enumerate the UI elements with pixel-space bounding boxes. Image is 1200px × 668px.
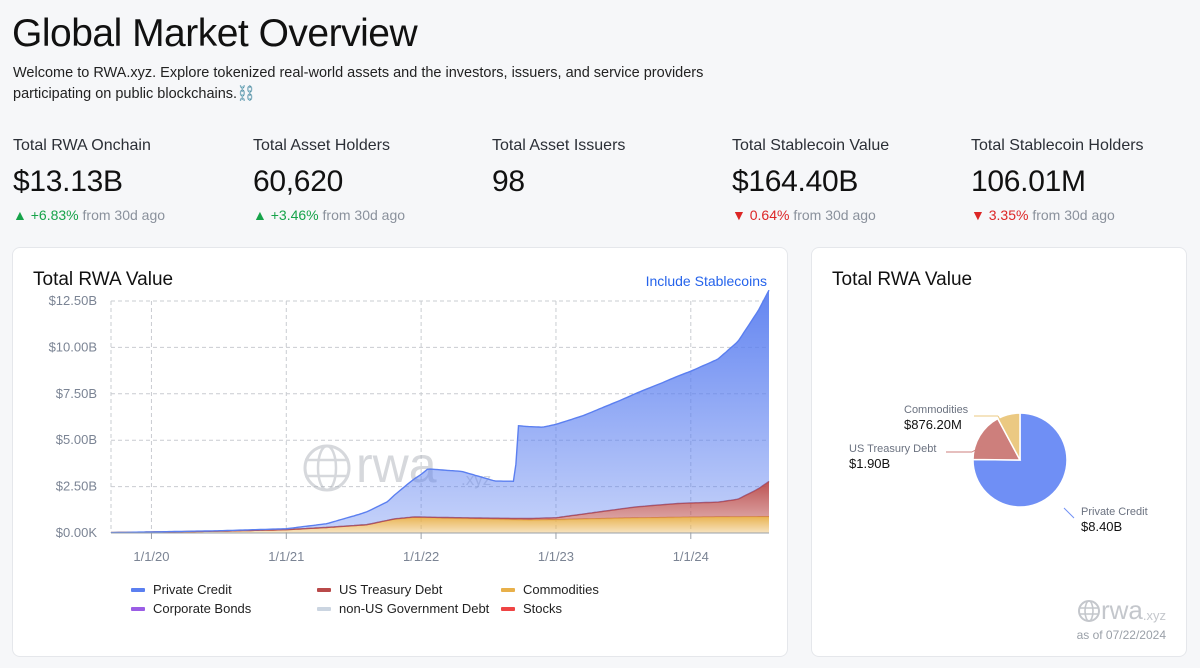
legend-swatch <box>131 606 145 611</box>
pie-slice-us-treasury-debt[interactable] <box>972 417 1022 461</box>
change-percent: 3.35% <box>988 207 1029 223</box>
change-suffix: from 30d ago <box>322 207 406 223</box>
page-intro: Welcome to RWA.xyz. Explore tokenized re… <box>13 65 704 102</box>
pie-chart: Commodities $876.20M US Treasury Debt $1… <box>849 404 1148 534</box>
x-tick-label: 1/1/22 <box>403 549 439 564</box>
stat-total-asset-holders: Total Asset Holders 60,620 ▲ +3.46% from… <box>253 137 483 223</box>
rwa-value-chart-card: Total RWA Value Include Stablecoins rwa … <box>12 247 788 657</box>
series <box>110 289 770 534</box>
y-tick-label: $12.50B <box>49 293 97 308</box>
card-title: Total RWA Value <box>832 269 973 290</box>
stat-value: 60,620 <box>253 165 343 198</box>
stat-label: Total Stablecoin Value <box>732 137 890 154</box>
pie-value-us-treasury-debt: $1.90B <box>849 456 890 471</box>
x-tick-label: 1/1/21 <box>268 549 304 564</box>
legend-swatch <box>501 587 515 592</box>
stat-change: ▼ 3.35% from 30d ago <box>971 207 1200 223</box>
stat-change: ▲ +3.46% from 30d ago <box>253 207 483 223</box>
pie-label-us-treasury-debt: US Treasury Debt <box>849 443 936 455</box>
legend-item-corporate-bonds[interactable]: Corporate Bonds <box>131 601 251 616</box>
rwa-logo-text: rwa <box>1100 595 1143 625</box>
legend-item-private-credit[interactable]: Private Credit <box>131 582 232 597</box>
stat-label: Total Asset Holders <box>253 137 390 154</box>
include-stablecoins-toggle[interactable]: Include Stablecoins <box>645 273 767 289</box>
globe-icon <box>303 444 351 492</box>
stat-total-rwa-onchain: Total RWA Onchain $13.13B ▲ +6.83% from … <box>13 137 243 223</box>
change-percent: 0.64% <box>749 207 790 223</box>
stat-value: $13.13B <box>13 165 123 198</box>
change-suffix: from 30d ago <box>793 207 876 223</box>
rwa-footer-mark: rwa .xyz as of 07/22/2024 <box>1077 595 1166 642</box>
y-tick-label: $5.00B <box>56 432 97 447</box>
area-private-credit[interactable] <box>111 290 769 533</box>
stat-total-stablecoin-value: Total Stablecoin Value $164.40B ▼ 0.64% … <box>732 137 962 223</box>
legend-label: Stocks <box>523 601 563 616</box>
legend-label: US Treasury Debt <box>339 582 443 597</box>
pie-value-commodities: $876.20M <box>904 417 962 432</box>
arrow-up-icon: ▲ <box>253 207 267 223</box>
x-tick-label: 1/1/24 <box>673 549 709 564</box>
pie-value-private-credit: $8.40B <box>1081 519 1122 534</box>
pie-slice-private-credit[interactable] <box>972 412 1068 508</box>
area-chart: rwa .xyz $0.00K$2.50B$5.00B$7.50B$10.00B… <box>49 289 770 564</box>
legend-label: Corporate Bonds <box>153 601 252 616</box>
rwa-value-pie-card: Total RWA Value Commodities $876.20M US … <box>811 247 1187 657</box>
rwa-logo-suffix: .xyz <box>1142 608 1166 623</box>
legend-item-stocks[interactable]: Stocks <box>501 601 562 616</box>
rwa-logo: rwa .xyz <box>1077 595 1166 626</box>
leader-line-commodities <box>997 415 1009 435</box>
x-tick-label: 1/1/23 <box>538 549 574 564</box>
arrow-up-icon: ▲ <box>13 207 27 223</box>
legend-swatch <box>131 587 145 592</box>
area-commodities[interactable] <box>111 516 769 533</box>
stat-total-stablecoin-holders: Total Stablecoin Holders 106.01M ▼ 3.35%… <box>971 137 1200 223</box>
axes: $0.00K $2.50B $5.00B $7.50B $10.00B $12.50B 1/… <box>49 293 769 564</box>
globe-meridian <box>316 444 338 492</box>
arrow-down-icon: ▼ <box>971 207 985 223</box>
change-suffix: from 30d ago <box>1032 207 1115 223</box>
legend-swatch <box>317 606 331 611</box>
line-private-credit <box>110 289 770 534</box>
stat-change: ▲ +6.83% from 30d ago <box>13 207 243 223</box>
stat-label: Total RWA Onchain <box>13 137 151 154</box>
legend-item-us-treasury-debt[interactable]: US Treasury Debt <box>317 582 442 597</box>
legend-label: non-US Government Debt <box>339 601 490 616</box>
leader-line-us-treasury <box>971 444 985 453</box>
stats-row: Total RWA Onchain $13.13B ▲ +6.83% from … <box>13 137 1200 227</box>
stat-value: 98 <box>492 165 525 198</box>
stat-label: Total Asset Issuers <box>492 137 626 154</box>
leader-line-private-credit <box>1063 507 1075 519</box>
stat-label: Total Stablecoin Holders <box>971 137 1144 154</box>
globe-icon <box>1077 599 1100 622</box>
stat-value: 106.01M <box>971 165 1086 198</box>
legend-label: Commodities <box>523 582 599 597</box>
x-tick-label: 1/1/20 <box>133 549 169 564</box>
change-percent: +3.46% <box>270 207 319 223</box>
as-of-date: as of 07/22/2024 <box>1076 628 1166 642</box>
pie-labels: Commodities $876.20M US Treasury Debt $1… <box>849 404 1148 534</box>
card-title: Total RWA Value <box>33 269 174 290</box>
page-title: Global Market Overview <box>12 12 418 55</box>
change-suffix: from 30d ago <box>82 207 166 223</box>
y-tick-label: $0.00K <box>56 525 98 540</box>
y-tick-label: $7.50B <box>56 386 97 401</box>
stat-value: $164.40B <box>732 165 859 198</box>
stat-change: ▼ 0.64% from 30d ago <box>732 207 962 223</box>
pie-slices <box>972 412 1068 508</box>
legend-label: Private Credit <box>153 582 232 597</box>
y-tick-label: $2.50B <box>56 479 97 494</box>
change-percent: +6.83% <box>30 207 79 223</box>
legend-item-non-us-government-debt[interactable]: non-US Government Debt <box>317 601 489 616</box>
y-tick-label: $10.00B <box>49 339 97 354</box>
legend-item-commodities[interactable]: Commodities <box>501 582 599 597</box>
legend-swatch <box>317 587 331 592</box>
stat-total-asset-issuers: Total Asset Issuers 98 <box>492 137 722 199</box>
pie-label-private-credit: Private Credit <box>1081 506 1148 518</box>
pie-label-commodities: Commodities <box>904 404 969 416</box>
arrow-down-icon: ▼ <box>732 207 746 223</box>
legend-swatch <box>501 606 515 611</box>
